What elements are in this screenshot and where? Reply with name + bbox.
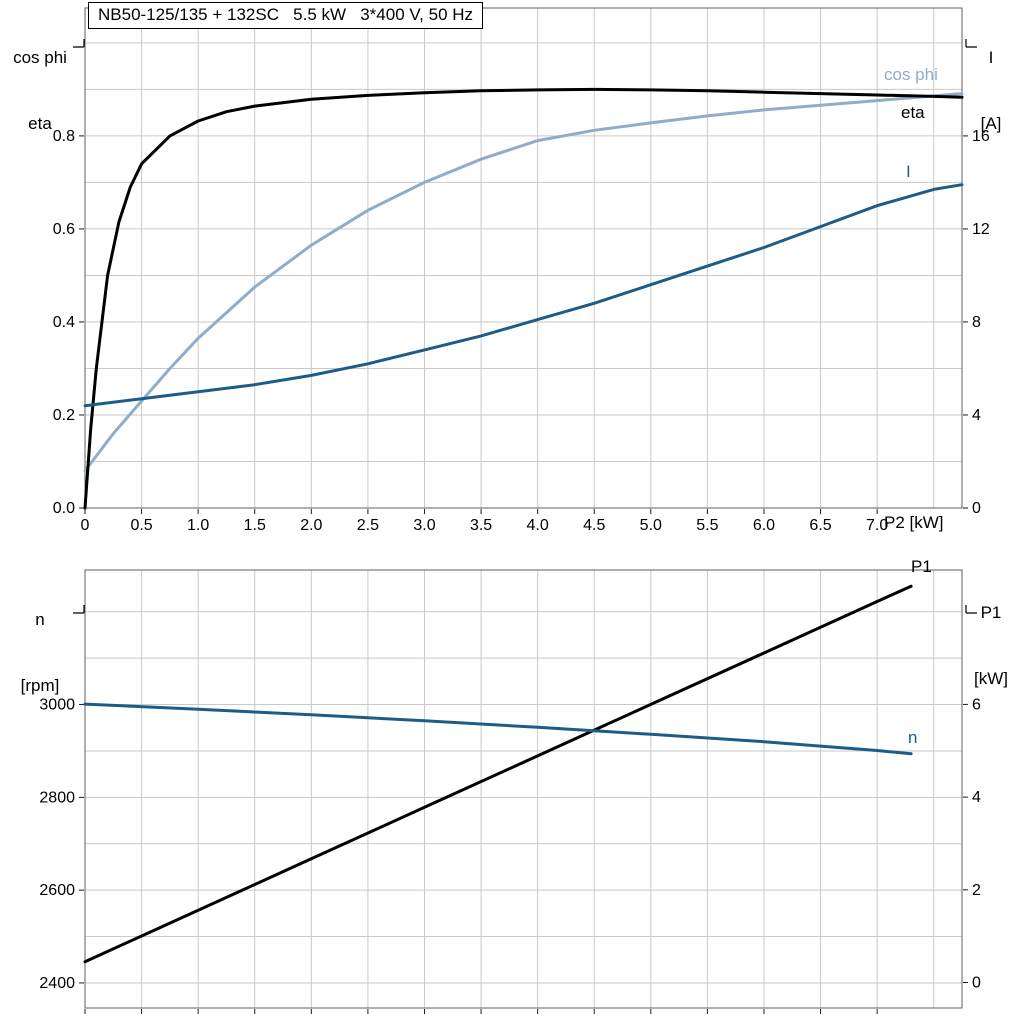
x-tick-label: 3.5 [470, 517, 492, 534]
plot-border [84, 569, 963, 1009]
y-right-axis-header-top: I [A] [964, 3, 1018, 179]
axis-header-speed-unit: [rpm] [20, 676, 60, 695]
curve-label-n: n [908, 728, 918, 747]
y-left-tick-label: 2600 [39, 882, 75, 899]
x-tick-label: 6.0 [753, 517, 775, 534]
curve-i [83, 183, 964, 408]
y-right-tick-label: 12 [972, 221, 990, 238]
x-tick-label: 7.0 [866, 517, 888, 534]
curve-label-eta: eta [901, 103, 925, 122]
y-left-tick-label: 0.6 [53, 221, 75, 238]
x-tick-label: 1.0 [187, 517, 209, 534]
axis-header-p1-unit: [kW] [974, 669, 1008, 688]
y-left-tick-label: 0.0 [53, 500, 75, 517]
axis-header-current-unit: [A] [980, 114, 1002, 133]
y-right-tick-label: 0 [972, 500, 981, 517]
y-left-axis-header-bottom: n [rpm] [1, 565, 79, 741]
x-tick-label: 4.5 [583, 517, 605, 534]
y-right-tick-label: 16 [972, 128, 990, 145]
axis-corner-mark [965, 605, 977, 614]
axis-header-cos-phi: cos phi [13, 48, 67, 67]
x-tick-label: 0.5 [130, 517, 152, 534]
x-tick-label: 0 [81, 517, 90, 534]
x-tick-label: 2.5 [357, 517, 379, 534]
y-left-tick-label: 2400 [39, 975, 75, 992]
y-right-tick-label: 0 [972, 975, 981, 992]
axis-header-current: I [988, 48, 994, 67]
x-tick-label: 6.5 [809, 517, 831, 534]
y-right-tick-label: 8 [972, 314, 981, 331]
axis-header-p1: P1 [980, 603, 1002, 622]
curve-cos-phi [83, 92, 964, 473]
y-right-tick-label: 6 [972, 696, 981, 713]
y-right-axis-header-bottom: P1 [kW] [964, 558, 1018, 734]
x-axis-label: P2 [kW] [884, 513, 944, 532]
x-tick-label: 5.5 [696, 517, 718, 534]
y-left-tick-label: 0.2 [53, 407, 75, 424]
y-right-tick-label: 4 [972, 407, 981, 424]
plot-border [84, 7, 963, 509]
curve-p1 [83, 584, 913, 964]
x-tick-label: 2.0 [300, 517, 322, 534]
axis-corner-mark [965, 39, 977, 48]
curve-eta [83, 87, 964, 510]
axis-header-eta: eta [28, 114, 52, 133]
chart-title: NB50-125/135 + 132SC 5.5 kW 3*400 V, 50 … [88, 2, 484, 29]
y-right-tick-label: 2 [972, 882, 981, 899]
curve-label-cos-phi: cos phi [884, 65, 938, 84]
curve-label-p1: P1 [911, 557, 932, 576]
y-left-tick-label: 0.4 [53, 314, 75, 331]
y-left-tick-label: 3000 [39, 697, 75, 714]
axis-header-speed: n [35, 610, 45, 629]
axis-corner-mark [73, 39, 85, 48]
y-left-tick-label: 2800 [39, 789, 75, 806]
y-left-axis-header-top: cos phi eta [1, 3, 79, 179]
curve-n [83, 702, 913, 756]
x-tick-label: 4.0 [527, 517, 549, 534]
y-right-tick-label: 4 [972, 789, 981, 806]
curve-label-current: I [906, 162, 911, 181]
x-tick-label: 5.0 [640, 517, 662, 534]
x-tick-label: 3.0 [413, 517, 435, 534]
axis-corner-mark [73, 605, 85, 614]
y-left-tick-label: 0.8 [53, 128, 75, 145]
x-tick-label: 1.5 [244, 517, 266, 534]
